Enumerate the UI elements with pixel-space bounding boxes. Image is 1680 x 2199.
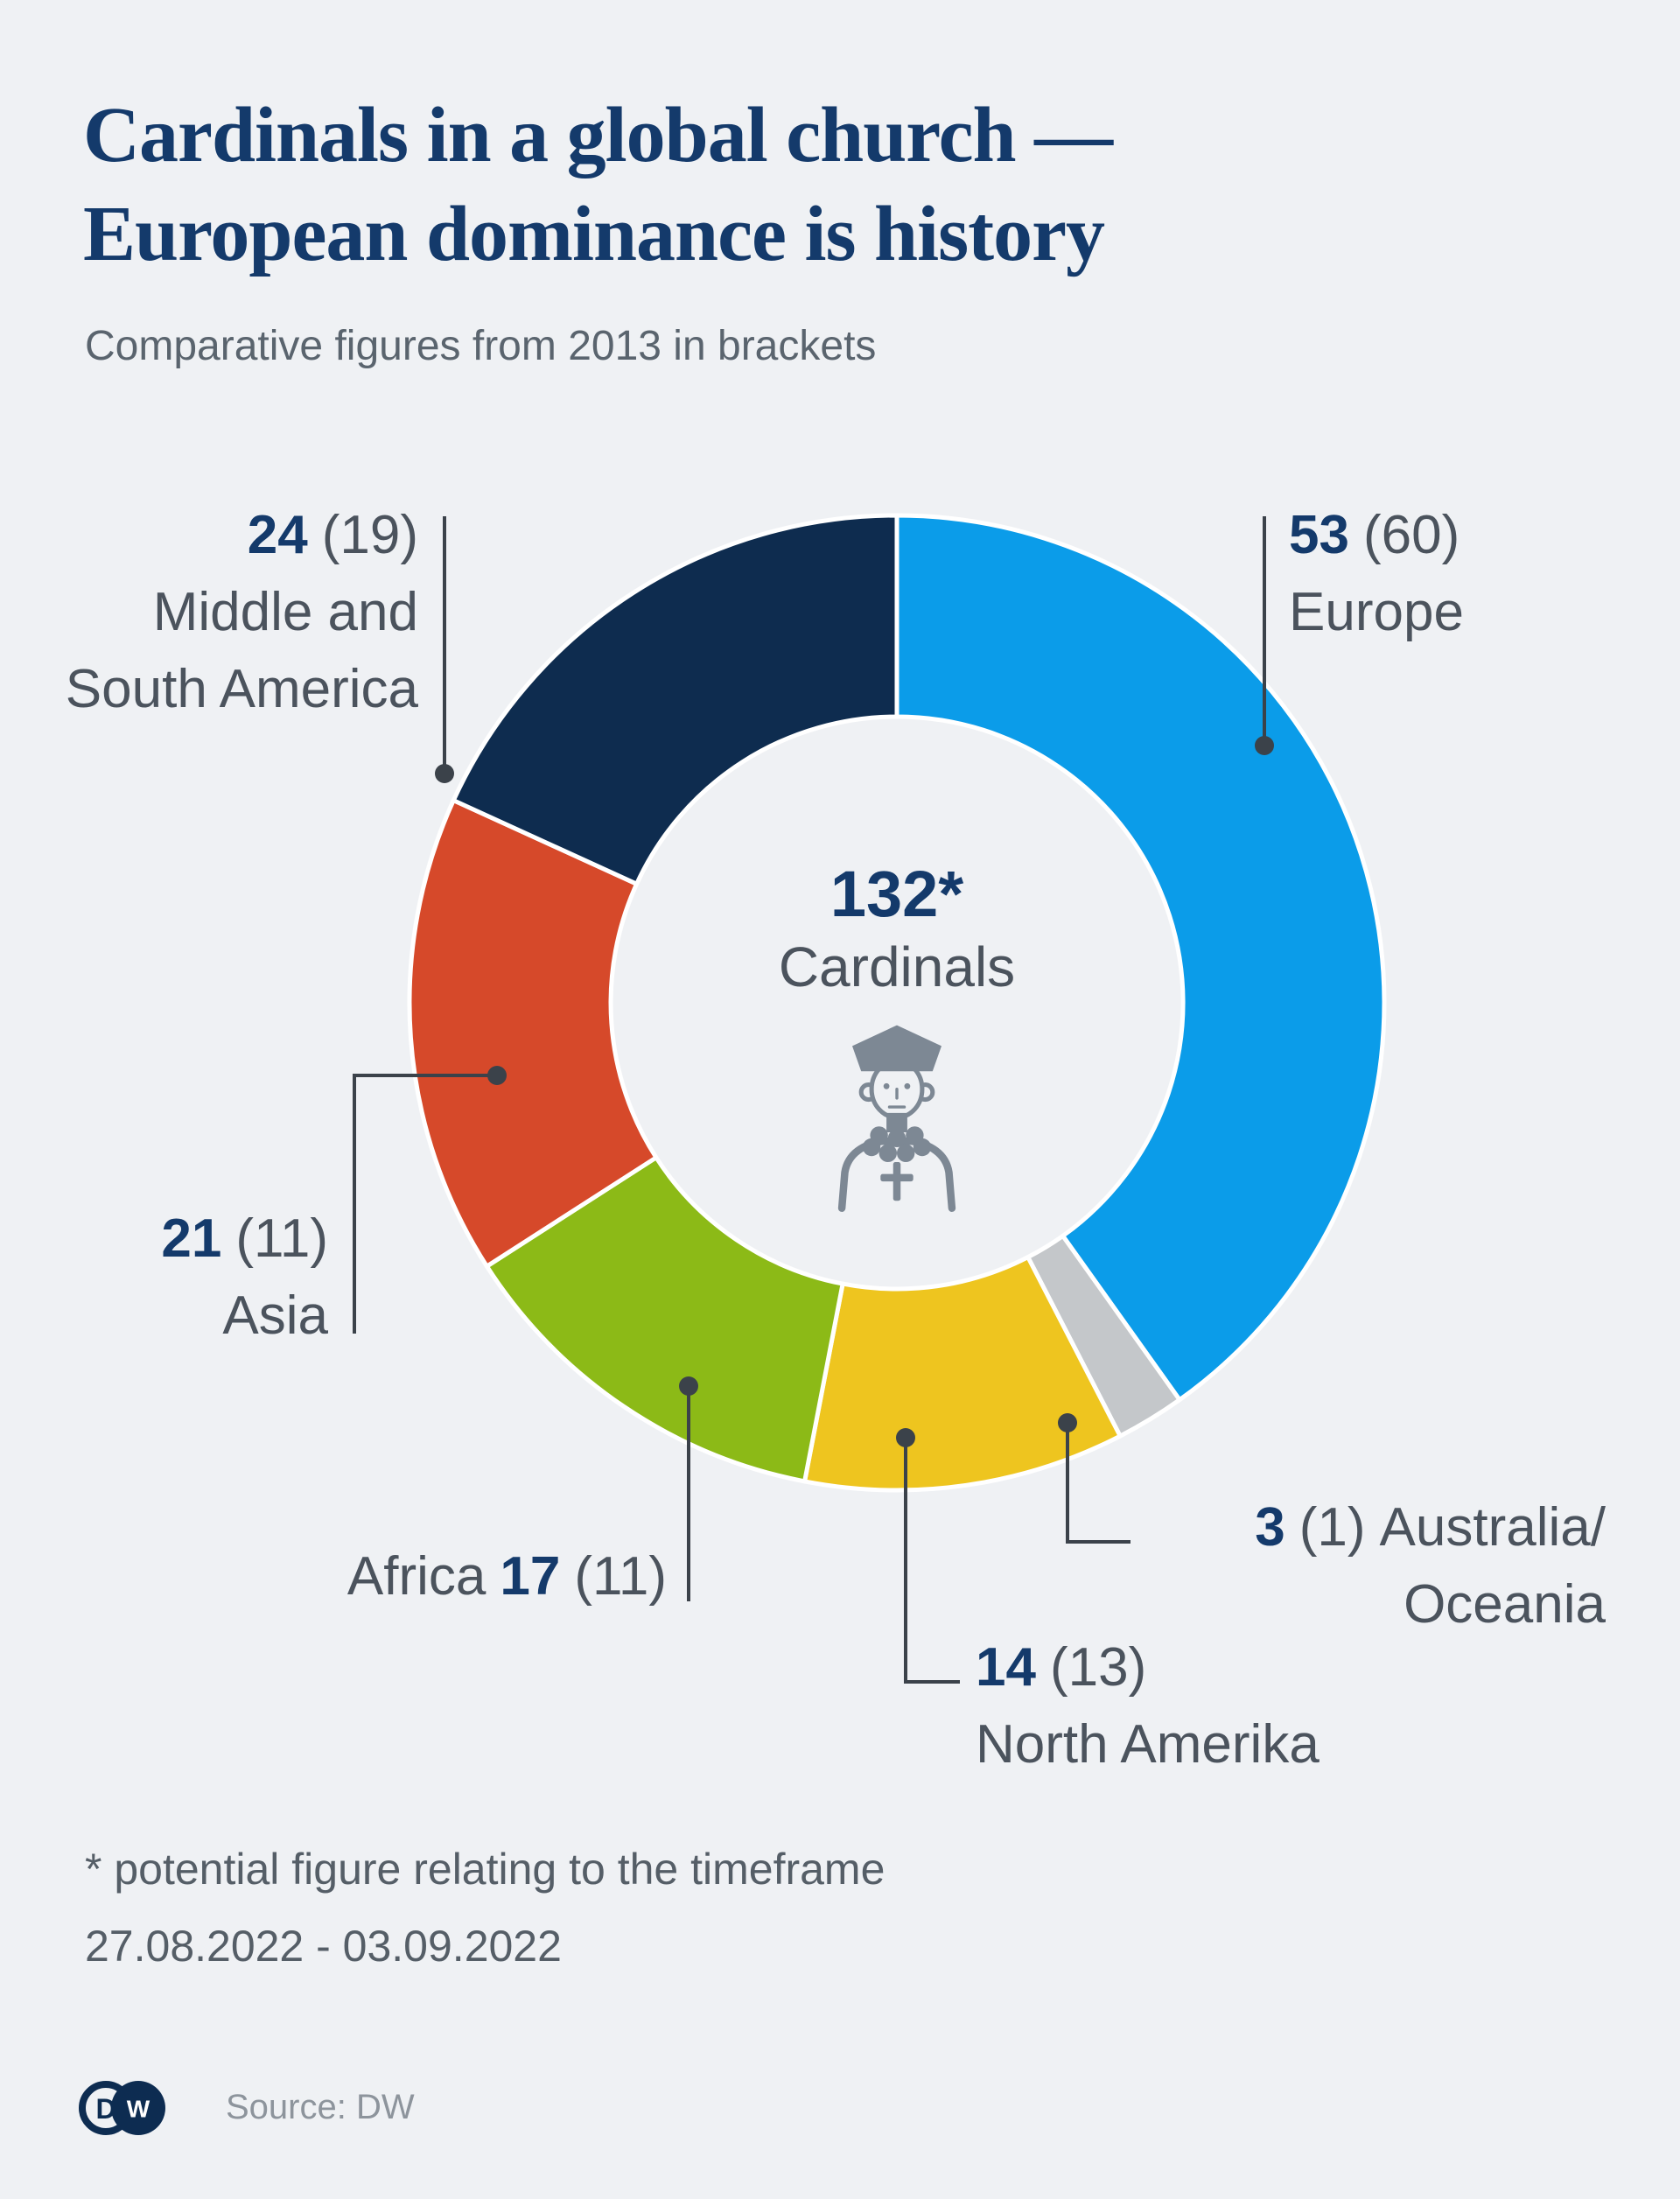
leader-australia-oceania: [1066, 1423, 1130, 1544]
dw-logo: D W: [79, 2081, 165, 2135]
dw-logo-w-circle: [111, 2081, 165, 2135]
callout-africa-2013: (11): [574, 1546, 667, 1607]
callout-australia-oceania: 3 (1) Australia/ Oceania: [1255, 1489, 1606, 1643]
callout-europe-value: 53: [1289, 505, 1349, 565]
dot-africa: [679, 1376, 698, 1396]
callout-msa-name-line1: Middle and: [152, 582, 418, 642]
callout-na-value: 14: [976, 1637, 1036, 1698]
wedge-africa: [484, 1155, 845, 1484]
callout-asia-name: Asia: [222, 1285, 328, 1346]
callout-europe-2013: (60): [1362, 505, 1460, 565]
dot-europe: [1255, 736, 1274, 755]
subtitle: Comparative figures from 2013 in bracket…: [85, 323, 877, 369]
callout-oceania-2013: (1): [1298, 1497, 1366, 1558]
wedge-middle-and-south-america: [451, 513, 900, 886]
leader-asia: [353, 1074, 497, 1334]
leader-dots: [435, 736, 1274, 1447]
dot-australia-oceania: [1058, 1413, 1077, 1432]
callout-north-america: 14 (13) North Amerika: [976, 1629, 1320, 1783]
callout-na-name: North Amerika: [976, 1714, 1320, 1775]
donut-center-labels: 132* Cardinals: [634, 858, 1159, 1003]
page-title-line2: European dominance is history: [83, 191, 1105, 277]
footnote-line1: * potential figure relating to the timef…: [85, 1845, 886, 1894]
dot-north-america: [896, 1428, 915, 1447]
dw-logo-w-letter: W: [127, 2096, 150, 2123]
callout-asia-2013: (11): [235, 1208, 328, 1269]
leader-north-america: [904, 1438, 960, 1684]
dw-logo-d-letter: D: [95, 2093, 116, 2125]
callout-asia-value: 21: [161, 1208, 222, 1269]
cardinal-icon: [837, 1025, 956, 1212]
total-value: 132*: [830, 858, 964, 930]
callout-msa-value: 24: [247, 505, 308, 565]
callout-oceania-name-line2: Oceania: [1404, 1574, 1606, 1635]
dot-middle-south-america: [435, 764, 454, 783]
donut-wedges: [407, 513, 1387, 1493]
callout-oceania-value: 3: [1255, 1497, 1285, 1558]
callout-africa-name: Africa: [346, 1546, 486, 1607]
page-title-line1: Cardinals in a global church —: [83, 92, 1113, 179]
callout-europe-name: Europe: [1289, 582, 1464, 642]
source-credit: Source: DW: [226, 2088, 415, 2126]
wedge-asia: [407, 798, 659, 1269]
callout-africa-value: 17: [500, 1546, 561, 1607]
callout-africa: Africa 17 (11): [347, 1538, 667, 1615]
callout-europe: 53 (60) Europe: [1289, 497, 1464, 651]
callout-na-2013: (13): [1049, 1637, 1147, 1698]
dot-asia: [487, 1066, 507, 1085]
total-label: Cardinals: [778, 935, 1016, 998]
callout-msa-2013: (19): [321, 505, 418, 565]
leader-lines: [353, 516, 1266, 1684]
callout-asia: 21 (11) Asia: [161, 1201, 328, 1355]
footnote: * potential figure relating to the timef…: [85, 1831, 885, 1985]
callout-middle-south-america: 24 (19) Middle and South America: [66, 497, 418, 728]
callout-msa-name-line2: South America: [65, 659, 418, 719]
callout-oceania-name-line1: Australia/: [1379, 1497, 1606, 1558]
page-title: Cardinals in a global church — European …: [83, 86, 1113, 284]
footnote-line2: 27.08.2022 - 03.09.2022: [85, 1922, 562, 1971]
